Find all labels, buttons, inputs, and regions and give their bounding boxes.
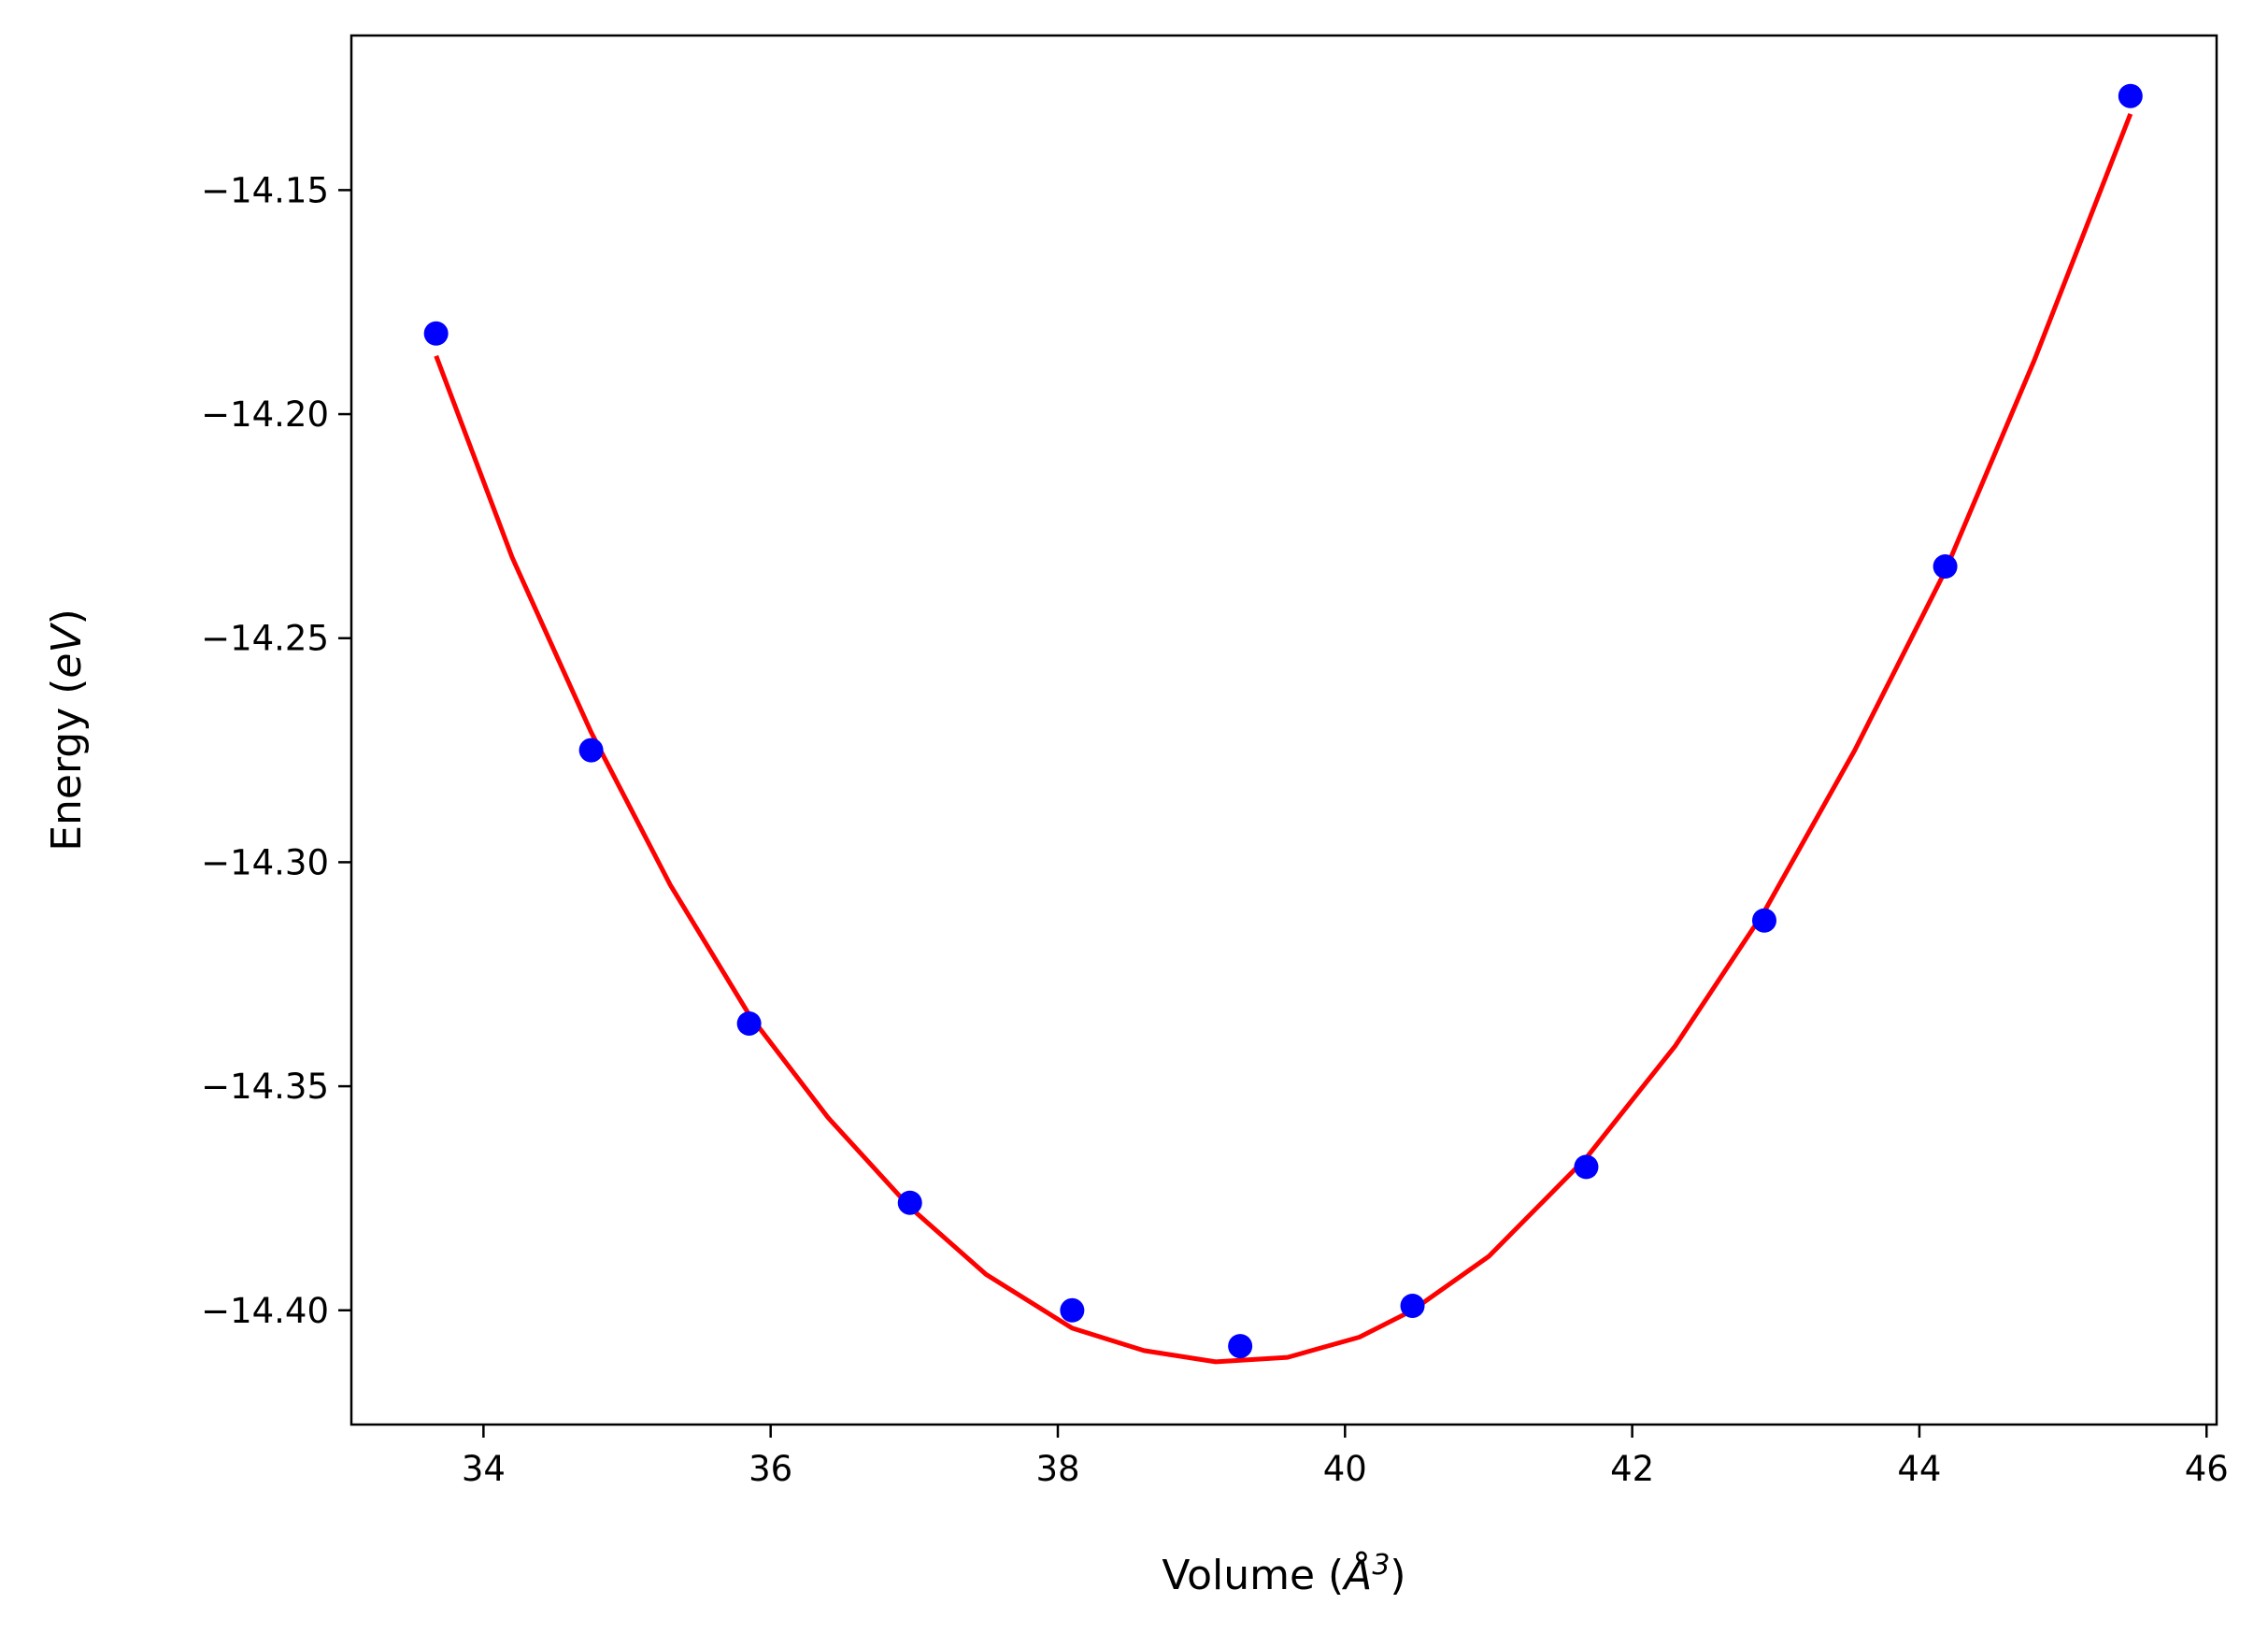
data-point	[1400, 1293, 1425, 1318]
y-tick-label: −14.15	[201, 170, 329, 210]
y-tick-label: −14.35	[201, 1067, 329, 1107]
data-point	[1060, 1297, 1085, 1323]
data-point	[736, 1010, 762, 1036]
data-point	[1933, 554, 1958, 580]
x-axis-label: Volume (Å3)	[1162, 1549, 1405, 1599]
y-tick-label: −14.20	[201, 394, 329, 435]
x-tick-label: 40	[1323, 1449, 1367, 1489]
x-tick-label: 44	[1897, 1449, 1941, 1489]
data-point	[1574, 1154, 1599, 1180]
y-axis-label: Energy (eV)	[43, 609, 91, 852]
x-tick-label: 38	[1035, 1449, 1079, 1489]
ticks: 34 36 38 40 42 44 46 −14.15 −14.20 −14.25 −14.30 −1…	[201, 170, 2229, 1489]
x-tick-label: 46	[2185, 1449, 2229, 1489]
data-point	[2118, 83, 2143, 108]
fit-curve	[434, 112, 2133, 1365]
data-point	[423, 321, 449, 346]
x-tick-label: 42	[1610, 1449, 1654, 1489]
y-tick-label: −14.40	[201, 1291, 329, 1331]
x-tick-label: 34	[462, 1449, 506, 1489]
data-point	[1751, 908, 1776, 933]
data-point	[897, 1190, 922, 1215]
data-point	[1228, 1334, 1253, 1359]
data-point	[578, 738, 604, 763]
y-tick-label: −14.25	[201, 619, 329, 659]
plot-area	[423, 83, 2143, 1365]
y-tick-label: −14.30	[201, 842, 329, 882]
axes-frame	[349, 34, 2218, 1426]
x-tick-label: 36	[749, 1449, 792, 1489]
